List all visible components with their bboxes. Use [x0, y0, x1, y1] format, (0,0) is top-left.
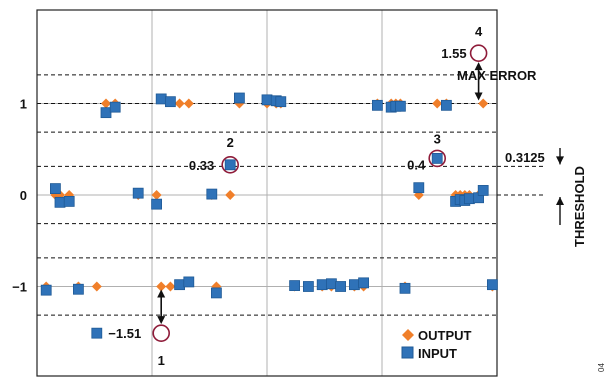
- input-point: [210, 287, 222, 299]
- input-point: [183, 276, 195, 288]
- input-point: [463, 193, 475, 205]
- threshold-lines: [37, 74, 545, 316]
- error-arrow-1-head-top: [157, 289, 166, 298]
- callout-number-4: 4: [475, 24, 483, 39]
- output-point: [91, 281, 102, 292]
- input-point: [91, 327, 103, 339]
- input-point: [63, 196, 75, 207]
- input-point: [431, 152, 443, 164]
- callout-circle-4: [469, 44, 488, 62]
- callout-number-2: 2: [227, 135, 234, 150]
- input-point: [413, 182, 425, 194]
- callout-number-3: 3: [434, 131, 441, 146]
- input-point: [100, 107, 112, 119]
- output-point: [478, 98, 489, 109]
- max-error-arrow-head-bottom: [474, 92, 483, 101]
- plot-border: [36, 9, 498, 377]
- legend-input-label: INPUT: [418, 346, 457, 361]
- output-point: [156, 281, 167, 292]
- input-point: [316, 279, 328, 291]
- input-point: [174, 279, 186, 291]
- annotations: −1.51 1 0.33 2 0.4 3 1.55 4: [108, 24, 564, 368]
- callout-circle-2: [221, 156, 239, 174]
- threshold-arrow-down-head: [556, 156, 564, 165]
- output-point: [101, 98, 111, 109]
- input-point: [289, 280, 301, 291]
- input-point: [325, 278, 337, 290]
- legend-output-label: OUTPUT: [418, 328, 472, 343]
- callout-number-1: 1: [158, 353, 165, 368]
- input-point: [440, 99, 452, 111]
- callout-value-3: 0.4: [407, 157, 426, 172]
- plot-frame: [36, 9, 498, 377]
- threshold-arrow-down: [556, 148, 564, 165]
- error-arrow-1: [157, 289, 166, 325]
- input-point: [109, 101, 121, 113]
- output-point: [225, 190, 236, 200]
- input-point: [302, 281, 314, 292]
- grid-layer: [37, 10, 497, 376]
- y-tick-label-1: 1: [20, 97, 27, 112]
- output-point: [432, 98, 443, 109]
- input-series: [40, 92, 498, 339]
- callout-circle-1: [152, 324, 170, 342]
- legend-input-marker: [401, 346, 414, 359]
- max-error-label: MAX ERROR: [457, 68, 537, 83]
- input-point: [206, 188, 218, 200]
- input-point: [155, 93, 167, 105]
- input-point: [358, 277, 370, 289]
- input-point: [275, 96, 287, 108]
- input-point: [399, 282, 411, 294]
- legend: OUTPUT INPUT: [401, 328, 472, 361]
- callout-value-4: 1.55: [441, 46, 466, 61]
- input-point: [224, 159, 236, 171]
- y-tick-label-3: −1: [12, 280, 27, 295]
- input-point: [477, 185, 489, 196]
- max-error-arrow-head-top: [474, 62, 483, 71]
- callout-circle-3: [428, 149, 447, 168]
- y-tick-labels: 1 0 −1: [12, 97, 27, 295]
- input-point: [50, 183, 61, 194]
- figure-number: 04: [597, 363, 606, 372]
- input-point: [164, 96, 176, 108]
- callout-value-1: −1.51: [108, 326, 141, 341]
- output-point: [151, 190, 162, 200]
- input-point: [233, 92, 245, 104]
- input-point: [132, 187, 144, 199]
- input-point: [394, 100, 406, 112]
- y-tick-label-2: 0: [20, 188, 27, 203]
- input-point: [348, 279, 360, 291]
- input-point: [335, 281, 347, 292]
- output-point: [174, 98, 185, 109]
- input-point: [151, 198, 163, 210]
- max-error-arrow: [474, 62, 483, 101]
- input-point: [371, 99, 383, 111]
- input-point: [73, 283, 84, 295]
- output-point: [183, 98, 194, 109]
- threshold-arrow-up: [556, 197, 564, 225]
- threshold-value-label: 0.3125: [505, 150, 545, 165]
- legend-output-marker: [402, 329, 414, 341]
- output-point: [165, 281, 176, 292]
- threshold-arrow-up-head: [556, 197, 564, 205]
- error-arrow-1-head-bottom: [157, 316, 166, 325]
- input-point: [54, 196, 66, 208]
- input-point: [40, 284, 52, 296]
- threshold-label: THRESHOLD: [572, 166, 587, 247]
- input-point: [486, 279, 498, 291]
- input-point: [261, 94, 273, 106]
- callout-value-2: 0.33: [189, 158, 214, 173]
